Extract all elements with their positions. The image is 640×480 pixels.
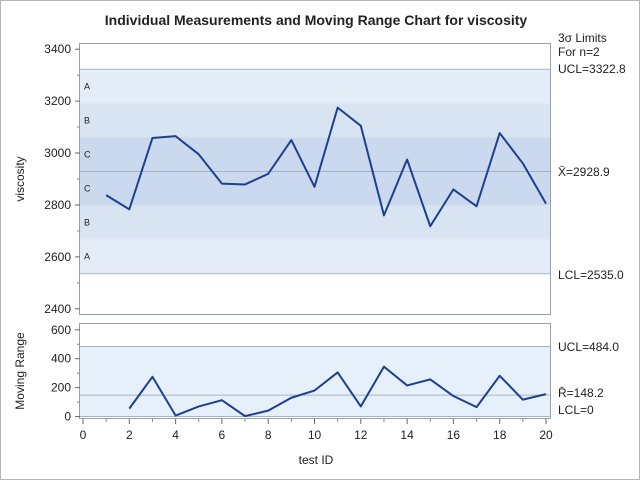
individuals-y-axis: 2400 2600 2800 3000 3200 3400	[44, 42, 80, 316]
y-tick-label-1: 2600	[44, 250, 71, 264]
moving-range-ucl-label: UCL=484.0	[558, 340, 619, 354]
limits-header-sigma: 3σ Limits	[558, 31, 607, 45]
moving-range-reference-lines	[80, 346, 550, 418]
zone-label-4: B	[84, 218, 90, 228]
y-tick-label-4: 3200	[44, 94, 71, 108]
x-tick-label-10: 20	[539, 428, 553, 442]
zone-band-0	[80, 69, 550, 104]
individuals-lcl-label: LCL=2535.0	[558, 268, 624, 282]
mr-y-tick-label-3: 600	[51, 323, 71, 337]
individuals-zones: A B C C B A	[80, 69, 550, 274]
x-tick-label-7: 14	[400, 428, 414, 442]
moving-range-series	[128, 365, 547, 418]
x-tick-label-4: 8	[265, 428, 272, 442]
zone-label-2: C	[84, 149, 91, 159]
moving-range-limit-band	[80, 346, 550, 417]
x-tick-label-0: 0	[80, 428, 87, 442]
zone-band-1	[80, 103, 550, 138]
y-tick-label-5: 3400	[44, 42, 71, 56]
individuals-y-label: viscosity	[13, 156, 27, 201]
zone-band-2	[80, 137, 550, 172]
mr-y-tick-label-0: 0	[64, 410, 71, 424]
x-tick-label-1: 2	[126, 428, 133, 442]
individuals-reference-lines	[80, 68, 550, 275]
x-tick-label-2: 4	[172, 428, 179, 442]
y-tick-label-2: 2800	[44, 198, 71, 212]
zone-label-0: A	[84, 81, 90, 91]
chart-title: Individual Measurements and Moving Range…	[105, 12, 528, 28]
zone-band-5	[80, 239, 550, 274]
moving-range-center-label: R̄=148.2	[558, 386, 604, 400]
y-tick-label-0: 2400	[44, 302, 71, 316]
mr-y-tick-label-1: 200	[51, 381, 71, 395]
zone-label-5: A	[84, 252, 90, 262]
x-tick-label-6: 12	[354, 428, 368, 442]
x-tick-label-3: 6	[219, 428, 226, 442]
moving-range-frame	[79, 323, 551, 419]
individuals-ucl-label: UCL=3322.8	[558, 62, 626, 76]
individuals-line	[105, 106, 547, 228]
individuals-center-label: X̄=2928.9	[558, 165, 610, 179]
x-axis: 0 2 4 6 8 10 12 14 16 18 20	[80, 419, 553, 442]
moving-range-band	[80, 346, 550, 417]
individuals-series	[105, 106, 547, 228]
x-tick-label-5: 10	[308, 428, 322, 442]
x-tick-label-8: 16	[447, 428, 461, 442]
limits-header-n: For n=2	[558, 45, 600, 59]
moving-range-y-label: Moving Range	[13, 332, 27, 410]
x-tick-label-9: 18	[493, 428, 507, 442]
moving-range-y-axis: 0 200 400 600	[51, 323, 80, 424]
zone-label-1: B	[84, 115, 90, 125]
zone-band-3	[80, 171, 550, 206]
zone-band-4	[80, 205, 550, 240]
y-tick-label-3: 3000	[44, 146, 71, 160]
x-axis-label: test ID	[299, 453, 334, 467]
mr-y-tick-label-2: 400	[51, 352, 71, 366]
moving-range-line	[128, 365, 547, 418]
zone-label-3: C	[84, 184, 91, 194]
moving-range-lcl-label: LCL=0	[558, 403, 594, 417]
